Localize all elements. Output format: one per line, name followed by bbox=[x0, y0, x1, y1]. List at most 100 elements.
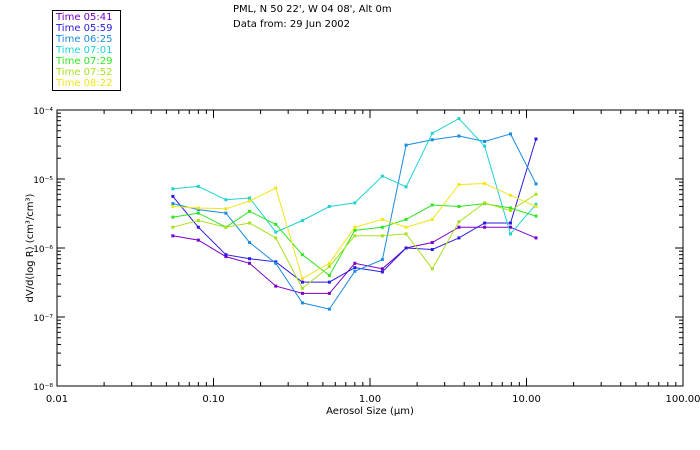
data-point bbox=[196, 219, 200, 223]
header-date: Data from: 29 Jun 2002 bbox=[233, 19, 351, 30]
data-point bbox=[380, 234, 384, 238]
data-point bbox=[196, 211, 200, 215]
data-point bbox=[327, 273, 331, 277]
y-tick-label: 10⁻⁵ bbox=[33, 176, 53, 186]
data-point bbox=[508, 232, 512, 236]
x-tick-label: 0.10 bbox=[202, 394, 224, 405]
data-point bbox=[457, 236, 461, 240]
data-point bbox=[430, 217, 434, 221]
legend: Time 05:41 Time 05:59 Time 06:25 Time 07:01… bbox=[52, 10, 121, 91]
data-point bbox=[327, 280, 331, 284]
data-point bbox=[171, 225, 175, 229]
data-point bbox=[248, 221, 252, 225]
data-point bbox=[327, 291, 331, 295]
data-point bbox=[508, 221, 512, 225]
data-point bbox=[457, 183, 461, 187]
data-point bbox=[380, 258, 384, 262]
data-point bbox=[483, 221, 487, 225]
data-point bbox=[248, 209, 252, 213]
data-point bbox=[534, 236, 538, 240]
data-point bbox=[274, 284, 278, 288]
data-point bbox=[534, 137, 538, 141]
data-point bbox=[404, 246, 408, 250]
data-point bbox=[404, 217, 408, 221]
data-point bbox=[508, 225, 512, 229]
data-point bbox=[327, 204, 331, 208]
data-point bbox=[300, 277, 304, 281]
data-point bbox=[534, 192, 538, 196]
data-point bbox=[534, 182, 538, 186]
data-point bbox=[196, 225, 200, 229]
data-point bbox=[534, 202, 538, 206]
data-point bbox=[380, 174, 384, 178]
data-point bbox=[380, 267, 384, 271]
y-axis-label: dV/d(log R) (cm³/cm³) bbox=[25, 193, 36, 302]
data-point bbox=[171, 234, 175, 238]
legend-item: Time 05:41 bbox=[56, 12, 113, 23]
data-point bbox=[248, 199, 252, 203]
data-point bbox=[224, 255, 228, 259]
legend-item: Time 07:01 bbox=[56, 45, 113, 56]
data-point bbox=[534, 204, 538, 208]
data-point bbox=[457, 220, 461, 224]
header-location: PML, N 50 22', W 04 08', Alt 0m bbox=[233, 4, 392, 15]
legend-item: Time 07:52 bbox=[56, 67, 113, 78]
legend-item: Time 07:29 bbox=[56, 56, 113, 67]
legend-item: Time 08:22 bbox=[56, 78, 113, 89]
data-point bbox=[483, 225, 487, 229]
data-point bbox=[196, 238, 200, 242]
data-point bbox=[430, 203, 434, 207]
y-tick-label: 10⁻⁶ bbox=[33, 245, 53, 255]
legend-item: Time 06:25 bbox=[56, 34, 113, 45]
data-point bbox=[508, 193, 512, 197]
data-point bbox=[380, 270, 384, 274]
data-point bbox=[353, 228, 357, 232]
data-point bbox=[483, 144, 487, 148]
legend-item: Time 05:59 bbox=[56, 23, 113, 34]
data-point bbox=[353, 266, 357, 270]
data-point bbox=[224, 225, 228, 229]
x-tick-label: 1.00 bbox=[359, 394, 381, 405]
data-point bbox=[300, 291, 304, 295]
data-point bbox=[274, 186, 278, 190]
data-point bbox=[353, 261, 357, 265]
data-point bbox=[300, 253, 304, 257]
data-point bbox=[300, 280, 304, 284]
data-point bbox=[327, 264, 331, 268]
data-point bbox=[274, 261, 278, 265]
data-point bbox=[327, 261, 331, 265]
data-point bbox=[196, 206, 200, 210]
data-point bbox=[483, 182, 487, 186]
data-point bbox=[171, 204, 175, 208]
x-tick-label: 10.00 bbox=[512, 394, 541, 405]
data-point bbox=[300, 286, 304, 290]
series-line bbox=[172, 133, 537, 310]
x-tick-label: 100.00 bbox=[666, 394, 700, 405]
y-tick-label: 10⁻⁸ bbox=[33, 383, 53, 393]
plot-frame bbox=[56, 109, 684, 387]
data-point bbox=[457, 204, 461, 208]
data-point bbox=[171, 194, 175, 198]
data-point bbox=[430, 131, 434, 135]
data-point bbox=[248, 241, 252, 245]
data-point bbox=[483, 139, 487, 143]
data-point bbox=[483, 201, 487, 205]
x-axis-label: Aerosol Size (µm) bbox=[326, 406, 414, 417]
data-point bbox=[248, 196, 252, 200]
data-point bbox=[196, 184, 200, 188]
y-tick-label: 10⁻⁷ bbox=[33, 314, 53, 324]
data-point bbox=[224, 253, 228, 257]
data-point bbox=[353, 225, 357, 229]
y-tick-label: 10⁻⁴ bbox=[33, 107, 53, 117]
data-point bbox=[353, 269, 357, 273]
data-point bbox=[248, 261, 252, 265]
data-point bbox=[380, 225, 384, 229]
data-point bbox=[300, 301, 304, 305]
data-point bbox=[404, 232, 408, 236]
data-point bbox=[404, 143, 408, 147]
data-point bbox=[534, 214, 538, 218]
data-point bbox=[404, 185, 408, 189]
data-point bbox=[171, 215, 175, 219]
data-point bbox=[171, 202, 175, 206]
